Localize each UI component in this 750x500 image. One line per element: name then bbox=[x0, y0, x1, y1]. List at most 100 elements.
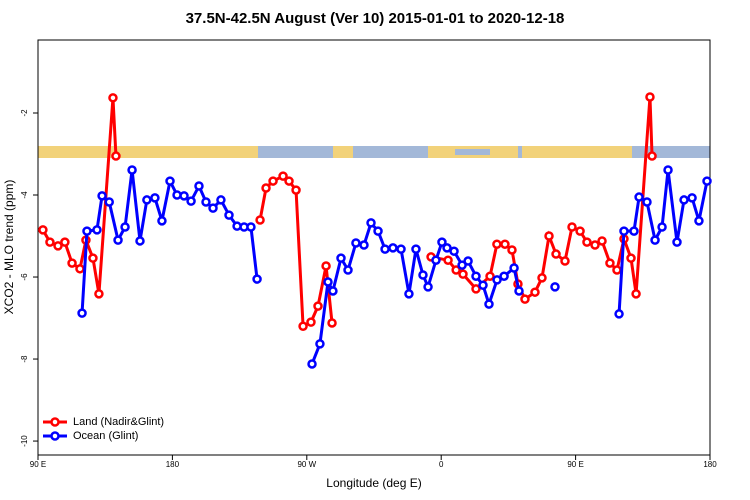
y-tick-label: -6 bbox=[20, 273, 29, 281]
data-point bbox=[634, 192, 644, 202]
data-point bbox=[127, 165, 137, 175]
data-point bbox=[142, 195, 152, 205]
data-point bbox=[647, 151, 657, 161]
data-point bbox=[313, 301, 323, 311]
data-point bbox=[500, 239, 510, 249]
data-point bbox=[507, 245, 517, 255]
data-point bbox=[165, 176, 175, 186]
data-point bbox=[82, 226, 92, 236]
data-point bbox=[582, 237, 592, 247]
data-point bbox=[94, 289, 104, 299]
data-point bbox=[449, 246, 459, 256]
data-point bbox=[246, 222, 256, 232]
data-point bbox=[88, 253, 98, 263]
data-point bbox=[328, 286, 338, 296]
data-point bbox=[458, 269, 468, 279]
data-point bbox=[298, 321, 308, 331]
legend-label: Ocean (Glint) bbox=[73, 430, 138, 442]
data-point bbox=[590, 240, 600, 250]
data-point bbox=[492, 239, 502, 249]
legend-label: Land (Nadir&Glint) bbox=[73, 416, 164, 428]
data-point bbox=[366, 218, 376, 228]
data-point bbox=[423, 282, 433, 292]
data-point bbox=[485, 271, 495, 281]
data-point bbox=[388, 243, 398, 253]
data-point bbox=[443, 255, 453, 265]
data-point bbox=[672, 237, 682, 247]
y-tick-label: -8 bbox=[20, 355, 29, 363]
x-tick-label: 180 bbox=[166, 460, 180, 469]
data-point bbox=[351, 238, 361, 248]
legend-marker bbox=[50, 431, 60, 441]
data-point bbox=[186, 196, 196, 206]
data-point bbox=[224, 210, 234, 220]
data-point bbox=[619, 226, 629, 236]
x-tick-label: 0 bbox=[439, 460, 444, 469]
data-point bbox=[359, 240, 369, 250]
x-tick-label: 90 E bbox=[30, 460, 46, 469]
data-point bbox=[108, 93, 118, 103]
data-point bbox=[451, 265, 461, 275]
data-point bbox=[471, 284, 481, 294]
data-point bbox=[457, 260, 467, 270]
data-point bbox=[67, 258, 77, 268]
data-point bbox=[315, 339, 325, 349]
data-point bbox=[650, 235, 660, 245]
data-point bbox=[614, 309, 624, 319]
data-point bbox=[150, 193, 160, 203]
series-line bbox=[41, 96, 654, 329]
data-point bbox=[201, 197, 211, 207]
data-point bbox=[53, 241, 63, 251]
data-point bbox=[471, 271, 481, 281]
data-point bbox=[45, 237, 55, 247]
data-point bbox=[663, 165, 673, 175]
data-point bbox=[104, 197, 114, 207]
data-point bbox=[77, 308, 87, 318]
data-point bbox=[404, 289, 414, 299]
data-point bbox=[418, 270, 428, 280]
data-point bbox=[208, 203, 218, 213]
data-point bbox=[252, 274, 262, 284]
data-point bbox=[605, 258, 615, 268]
data-point bbox=[336, 253, 346, 263]
data-point bbox=[323, 277, 333, 287]
data-point bbox=[373, 226, 383, 236]
data-point bbox=[60, 237, 70, 247]
data-point bbox=[631, 289, 641, 299]
data-point bbox=[560, 256, 570, 266]
data-point bbox=[537, 273, 547, 283]
data-point bbox=[135, 236, 145, 246]
data-point bbox=[442, 243, 452, 253]
data-point bbox=[520, 294, 530, 304]
data-point bbox=[694, 216, 704, 226]
data-point bbox=[629, 226, 639, 236]
data-point bbox=[111, 151, 121, 161]
x-tick-label: 90 W bbox=[297, 460, 316, 469]
data-point bbox=[75, 264, 85, 274]
data-point bbox=[268, 176, 278, 186]
data-point bbox=[97, 191, 107, 201]
data-point bbox=[463, 256, 473, 266]
data-point bbox=[321, 261, 331, 271]
data-point bbox=[514, 286, 524, 296]
data-point bbox=[327, 318, 337, 328]
data-point bbox=[499, 271, 509, 281]
y-tick-label: -2 bbox=[20, 109, 29, 117]
data-point bbox=[597, 236, 607, 246]
data-point bbox=[255, 215, 265, 225]
data-point bbox=[120, 222, 130, 232]
data-point bbox=[679, 195, 689, 205]
data-point bbox=[113, 235, 123, 245]
data-point bbox=[284, 176, 294, 186]
data-point bbox=[544, 231, 554, 241]
data-point bbox=[575, 226, 585, 236]
chart-title: 37.5N-42.5N August (Ver 10) 2015-01-01 t… bbox=[186, 10, 565, 27]
data-point bbox=[551, 249, 561, 259]
data-point bbox=[702, 176, 712, 186]
data-point bbox=[642, 197, 652, 207]
data-point bbox=[194, 181, 204, 191]
data-point bbox=[179, 191, 189, 201]
y-tick-label: -4 bbox=[20, 191, 29, 199]
data-point bbox=[626, 253, 636, 263]
